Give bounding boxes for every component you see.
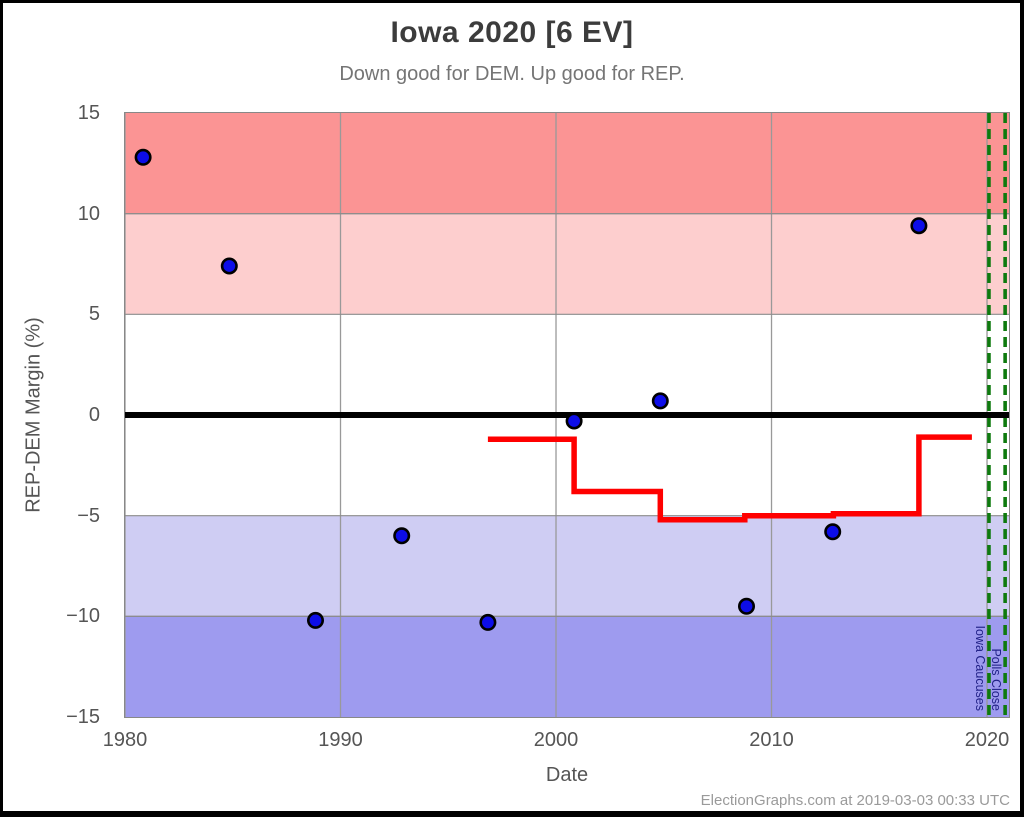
window-border-right (1020, 0, 1024, 817)
result-dot (910, 217, 928, 235)
y-tick-label: 15 (77, 102, 100, 124)
margin-band (125, 213, 1009, 315)
chart-title: Iowa 2020 [6 EV] (390, 16, 634, 49)
watermark: ElectionGraphs.com at 2019-03-03 00:33 U… (700, 792, 1010, 809)
x-tick-label: 1990 (318, 729, 363, 751)
poll-average-line (487, 434, 972, 523)
plot-area: Iowa Caucuses Polls Close (124, 112, 1010, 718)
x-tick-label: 2010 (749, 729, 794, 751)
y-tick-label: 5 (88, 303, 100, 326)
result-dot (134, 148, 152, 166)
event-line-label: Iowa Caucuses (973, 626, 987, 711)
x-axis-title: Date (545, 764, 589, 786)
margin-band (125, 113, 1009, 214)
result-dot (220, 257, 238, 275)
margin-band (125, 515, 1009, 617)
y-tick-label: 0 (88, 404, 100, 426)
event-line-label: Polls Close (989, 648, 1003, 711)
result-dot (824, 523, 842, 541)
margin-band (125, 616, 1009, 717)
window-border-left (0, 0, 3, 817)
y-tick-label: −15 (66, 706, 100, 728)
chart-graphics: Iowa Caucuses Polls Close (125, 113, 1009, 717)
result-dot (651, 392, 669, 410)
x-tick-label: 1980 (102, 729, 148, 751)
x-tick-label: 2020 (964, 729, 1010, 751)
x-tick-label: 2000 (533, 729, 579, 751)
result-dot (307, 611, 325, 629)
result-dot (479, 613, 497, 631)
window-border-bottom (0, 811, 1024, 817)
result-dot (565, 412, 583, 430)
y-tick-label: −5 (77, 504, 100, 527)
result-dot (737, 597, 755, 615)
result-dot (393, 527, 411, 545)
y-tick-label: −10 (66, 605, 100, 628)
window-border-top (0, 0, 1024, 3)
y-tick-label: 10 (77, 202, 100, 225)
chart-subtitle: Down good for DEM. Up good for REP. (339, 63, 685, 85)
